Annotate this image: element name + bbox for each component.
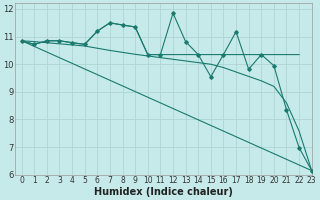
X-axis label: Humidex (Indice chaleur): Humidex (Indice chaleur) xyxy=(94,187,233,197)
